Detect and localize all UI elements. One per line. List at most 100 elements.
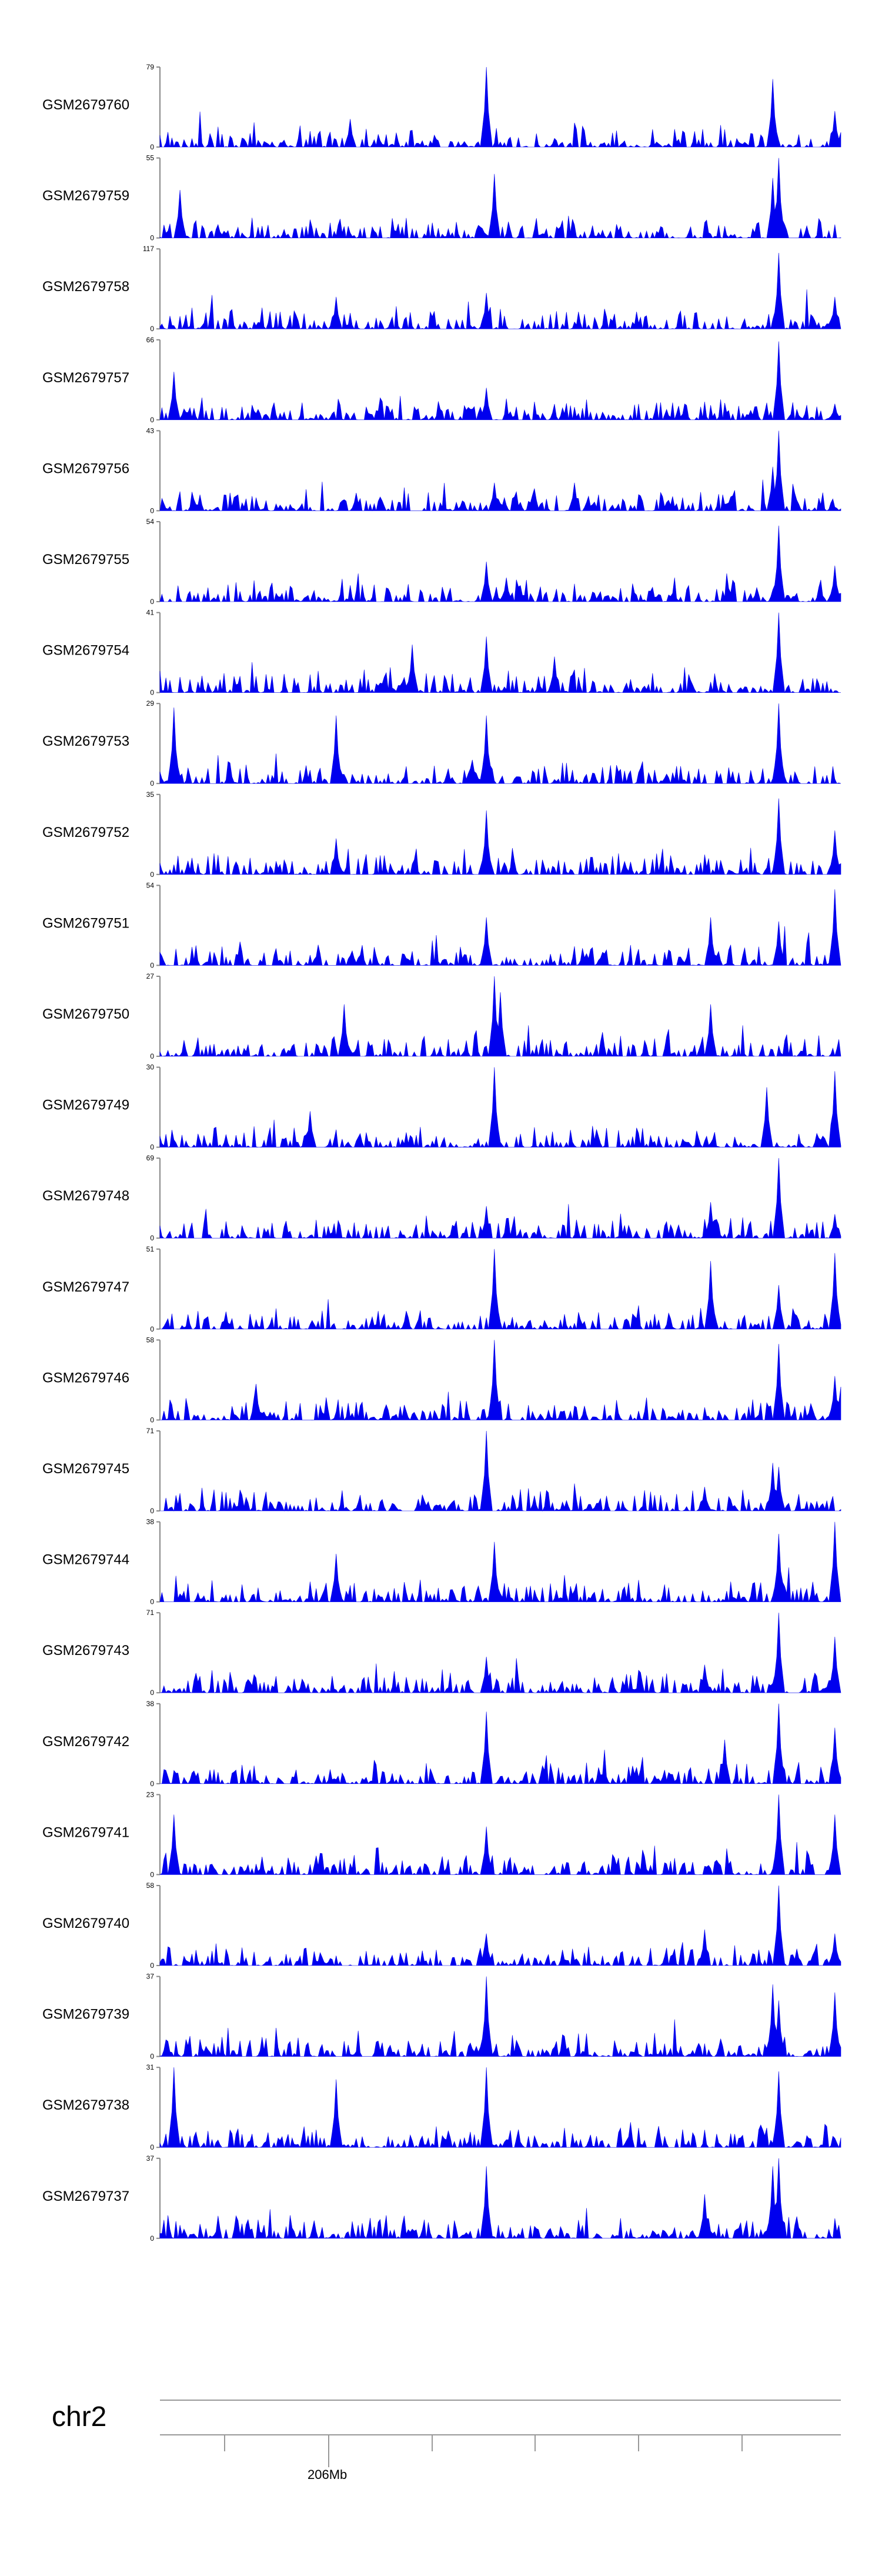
- coverage-area: [160, 1340, 841, 1421]
- y-zero-label: 0: [150, 2143, 154, 2151]
- track-GSM2679745: GSM2679745 71 0: [42, 1427, 841, 1515]
- y-max-label: 66: [146, 336, 155, 344]
- y-max-label: 38: [146, 1518, 155, 1526]
- y-zero-label: 0: [150, 234, 154, 242]
- coverage-area: [159, 1521, 841, 1603]
- y-zero-label: 0: [150, 1689, 154, 1697]
- coverage-area: [159, 431, 841, 512]
- coverage-area: [159, 2067, 841, 2148]
- coverage-area: [159, 612, 841, 693]
- y-zero-label: 0: [150, 1961, 154, 1970]
- track-label: GSM2679741: [42, 1824, 129, 1840]
- y-max-label: 35: [146, 790, 155, 799]
- y-zero-label: 0: [150, 416, 154, 424]
- track-GSM2679741: GSM2679741 23 0: [42, 1790, 841, 1878]
- y-max-label: 37: [146, 2154, 155, 2163]
- track-GSM2679744: GSM2679744 38 0: [42, 1518, 841, 1606]
- y-zero-label: 0: [150, 2234, 154, 2243]
- track-GSM2679743: GSM2679743 71 0: [42, 1609, 841, 1697]
- y-max-label: 71: [146, 1609, 155, 1617]
- coverage-area: [159, 1067, 841, 1148]
- coverage-area: [160, 1703, 841, 1784]
- y-zero-label: 0: [150, 1143, 154, 1152]
- y-max-label: 51: [146, 1245, 155, 1253]
- track-GSM2679758: GSM2679758 117 0: [42, 245, 841, 333]
- y-zero-label: 0: [150, 143, 154, 151]
- coverage-area: [159, 2158, 841, 2239]
- track-label: GSM2679754: [42, 643, 129, 659]
- coverage-area: [160, 1249, 841, 1330]
- track-GSM2679749: GSM2679749 30 0: [42, 1063, 841, 1152]
- coverage-area: [159, 976, 841, 1057]
- y-zero-label: 0: [150, 689, 154, 697]
- track-GSM2679759: GSM2679759 55 0: [42, 154, 841, 242]
- track-GSM2679753: GSM2679753 29 0: [42, 699, 841, 788]
- coverage-area: [159, 1613, 841, 1694]
- track-label: GSM2679737: [42, 2188, 129, 2204]
- y-zero-label: 0: [150, 1507, 154, 1515]
- track-label: GSM2679746: [42, 1370, 129, 1386]
- chromosome-label: chr2: [52, 2401, 106, 2432]
- y-zero-label: 0: [150, 1052, 154, 1060]
- track-label: GSM2679757: [42, 370, 129, 386]
- track-label: GSM2679744: [42, 1552, 129, 1568]
- y-max-label: 79: [146, 63, 155, 71]
- track-GSM2679748: GSM2679748 69 0: [42, 1154, 841, 1242]
- track-label: GSM2679739: [42, 2007, 129, 2023]
- y-zero-label: 0: [150, 1234, 154, 1242]
- y-max-label: 69: [146, 1154, 155, 1162]
- chromosome-ideogram: chr2 206Mb: [52, 2400, 841, 2482]
- track-label: GSM2679745: [42, 1461, 129, 1477]
- coverage-area: [159, 798, 841, 875]
- y-zero-label: 0: [150, 598, 154, 606]
- track-GSM2679746: GSM2679746 58 0: [42, 1336, 841, 1424]
- track-GSM2679756: GSM2679756 43 0: [42, 426, 841, 515]
- track-label: GSM2679760: [42, 97, 129, 113]
- track-label: GSM2679752: [42, 825, 129, 840]
- coverage-area: [160, 1430, 841, 1512]
- track-GSM2679740: GSM2679740 58 0: [42, 1881, 841, 1970]
- y-zero-label: 0: [150, 961, 154, 969]
- y-zero-label: 0: [150, 870, 154, 879]
- track-GSM2679757: GSM2679757 66 0: [42, 336, 841, 424]
- track-label: GSM2679756: [42, 461, 129, 476]
- coverage-area: [159, 1158, 841, 1239]
- track-GSM2679754: GSM2679754 41 0: [42, 609, 841, 697]
- track-label: GSM2679755: [42, 552, 129, 568]
- coverage-area: [159, 252, 841, 330]
- y-max-label: 58: [146, 1336, 155, 1344]
- track-label: GSM2679759: [42, 188, 129, 204]
- ideogram-ticks: [224, 2435, 743, 2467]
- y-zero-label: 0: [150, 779, 154, 788]
- coverage-area: [159, 703, 841, 785]
- track-label: GSM2679751: [42, 915, 129, 931]
- y-zero-label: 0: [150, 1598, 154, 1606]
- coverage-area: [159, 1794, 841, 1876]
- y-zero-label: 0: [150, 1325, 154, 1333]
- y-zero-label: 0: [150, 2053, 154, 2061]
- y-max-label: 55: [146, 154, 155, 162]
- track-GSM2679737: GSM2679737 37 0: [42, 2154, 841, 2243]
- y-max-label: 41: [146, 609, 155, 617]
- y-max-label: 31: [146, 2063, 155, 2071]
- y-max-label: 71: [146, 1427, 155, 1435]
- track-label: GSM2679740: [42, 1916, 129, 1931]
- track-label: GSM2679742: [42, 1734, 129, 1750]
- track-label: GSM2679747: [42, 1279, 129, 1295]
- track-GSM2679747: GSM2679747 51 0: [42, 1245, 841, 1333]
- y-max-label: 30: [146, 1063, 155, 1072]
- track-label: GSM2679738: [42, 2097, 129, 2113]
- track-label: GSM2679758: [42, 279, 129, 295]
- track-GSM2679755: GSM2679755 54 0: [42, 518, 841, 606]
- track-GSM2679738: GSM2679738 31 0: [42, 2063, 841, 2151]
- y-zero-label: 0: [150, 1416, 154, 1424]
- coverage-area: [159, 66, 841, 148]
- track-GSM2679760: GSM2679760 79 0: [42, 63, 841, 151]
- y-max-label: 54: [146, 518, 155, 526]
- coverage-area: [159, 341, 841, 421]
- coverage-area: [159, 525, 841, 603]
- track-GSM2679752: GSM2679752 35 0: [42, 790, 841, 879]
- y-max-label: 38: [146, 1700, 155, 1708]
- track-GSM2679750: GSM2679750 27 0: [42, 972, 841, 1060]
